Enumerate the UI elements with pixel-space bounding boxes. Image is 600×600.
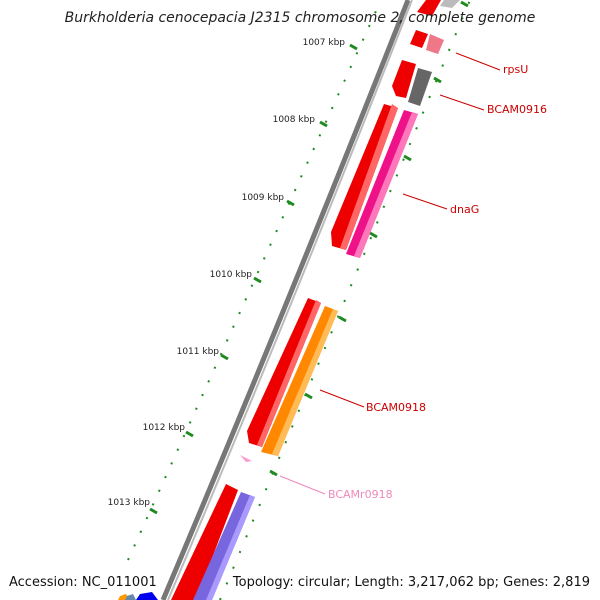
scale-tick-1008: [319, 120, 328, 128]
tick-label-1010: 1010 kbp: [210, 270, 253, 280]
scale-tick-1007: [349, 43, 358, 51]
feature-red-rpsU-pre: [392, 60, 416, 98]
leader-BCAM0916: [439, 94, 485, 111]
scale-tick-1009: [286, 199, 295, 207]
feature-red-bottom: [171, 484, 238, 600]
leader-BCAM0918: [319, 389, 365, 408]
gene-label-BCAM0916: BCAM0916: [487, 103, 547, 116]
feature-top-grey: [440, 0, 460, 8]
scale-tick-1011: [220, 353, 229, 361]
feature-bottom-steel: [125, 594, 136, 600]
tick-label-1011: 1011 kbp: [177, 347, 220, 357]
feature-track-colored: [118, 0, 460, 600]
tick-label-1009: 1009 kbp: [242, 193, 285, 203]
feature-red-top-a: [417, 0, 441, 16]
feature-bottom-blue: [136, 592, 158, 600]
inner-dotted-guide: [219, 0, 471, 600]
feature-red-highlight-1: [340, 104, 398, 250]
tick-label-1008: 1008 kbp: [273, 115, 316, 125]
gene-label-BCAMr0918: BCAMr0918: [328, 488, 393, 501]
scale-tick-labels: 1007 kbp 1008 kbp 1009 kbp 1010 kbp 1011…: [108, 38, 346, 508]
map-title: Burkholderia cenocepacia J2315 chromosom…: [64, 10, 536, 26]
chromosome-backbone: [160, 0, 411, 600]
leader-dnaG: [402, 193, 448, 210]
feature-BCAM0916: [408, 68, 432, 106]
inner-ticks: [269, 0, 469, 477]
gene-label-rpsU: rpsU: [503, 63, 528, 76]
scale-tick-1010: [253, 276, 262, 284]
gene-label-BCAM0918: BCAM0918: [366, 401, 426, 414]
leader-BCAMr0918: [279, 475, 326, 495]
chromosome-backbone-shadow: [167, 0, 413, 600]
feature-bottom-purple-highlight: [206, 495, 255, 600]
feature-red-top-b: [410, 30, 428, 48]
label-leaders: [279, 52, 501, 495]
tick-label-1012: 1012 kbp: [143, 423, 186, 433]
accession-label: Accession: NC_011001: [9, 575, 157, 590]
scale-ticks: [149, 43, 358, 515]
gene-labels: rpsU BCAM0916 dnaG BCAM0918 BCAMr0918: [328, 63, 547, 501]
leader-rpsU: [455, 52, 501, 71]
feature-red-highlight-2: [257, 300, 321, 447]
tick-label-1013: 1013 kbp: [108, 498, 151, 508]
feature-BCAMr0918: [240, 455, 252, 462]
scale-tick-1013: [149, 507, 158, 515]
tick-label-1007: 1007 kbp: [303, 38, 346, 48]
gene-label-dnaG: dnaG: [450, 203, 479, 216]
genome-summary: Topology: circular; Length: 3,217,062 bp…: [232, 575, 590, 590]
feature-track-red: [171, 0, 441, 600]
feature-bottom-purple: [193, 492, 255, 600]
feature-rpsU: [426, 34, 444, 54]
feature-BCAM0918-highlight: [272, 309, 338, 456]
feature-dnaG-highlight: [354, 112, 418, 258]
scale-tick-1012: [185, 430, 194, 438]
